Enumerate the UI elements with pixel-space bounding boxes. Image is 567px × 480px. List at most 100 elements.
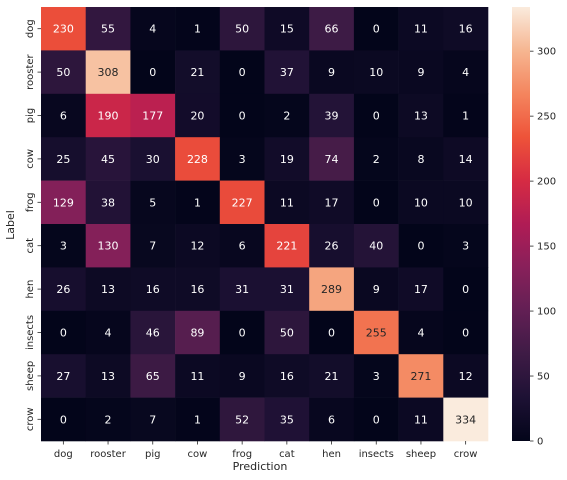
cell-value-r3-c1: 45 [101, 153, 115, 166]
heatmap-cell-r2-c4 [219, 93, 265, 138]
cell-value-r5-c4: 6 [239, 240, 246, 253]
cell-value-r7-c2: 46 [146, 327, 160, 340]
heatmap-cell-r6-c6 [309, 267, 355, 312]
cell-value-r7-c0: 0 [60, 327, 67, 340]
colorbar-tick-label-150: 150 [537, 242, 556, 253]
cell-value-r6-c5: 31 [280, 283, 294, 296]
cell-value-r7-c3: 89 [190, 327, 204, 340]
colorbar-tick-label-300: 300 [537, 47, 556, 58]
heatmap-cell-r8-c1 [85, 354, 131, 398]
cell-value-r5-c7: 40 [369, 240, 383, 253]
heatmap-cell-r4-c0 [41, 180, 86, 225]
heatmap-cell-r0-c3 [175, 7, 221, 51]
heatmap-cell-r5-c7 [353, 224, 399, 268]
y-tick-label-pig: pig [25, 108, 36, 123]
cell-value-r6-c6: 289 [321, 283, 342, 296]
cell-value-r1-c7: 10 [369, 66, 383, 79]
cell-value-r2-c3: 20 [190, 110, 204, 123]
heatmap-cell-r9-c5 [264, 397, 310, 442]
heatmap-cell-r1-c9 [443, 50, 489, 95]
heatmap-cell-r6-c2 [130, 267, 176, 312]
heatmap-cell-r7-c5 [264, 310, 310, 355]
cell-value-r5-c5: 221 [276, 240, 297, 253]
cell-value-r7-c5: 50 [280, 327, 294, 340]
cell-value-r8-c9: 12 [459, 370, 473, 383]
x-tick-label-sheep: sheep [406, 449, 436, 460]
heatmap-cell-r7-c9 [443, 310, 489, 355]
heatmap-cell-r1-c8 [398, 50, 444, 95]
cell-value-r2-c9: 1 [462, 110, 469, 123]
heatmap-cell-r0-c0 [41, 7, 86, 51]
heatmap-cell-r0-c8 [398, 7, 444, 51]
x-tick-label-crow: crow [454, 449, 478, 460]
cell-value-r8-c5: 16 [280, 370, 294, 383]
heatmap-cell-r0-c7 [353, 7, 399, 51]
y-tick-label-frog: frog [25, 192, 36, 212]
heatmap-cell-r9-c3 [175, 397, 221, 442]
colorbar-ticks: 0 50 100 150 200 250 300 [530, 47, 556, 448]
cell-value-r2-c6: 39 [325, 110, 339, 123]
cell-value-r4-c5: 11 [280, 196, 294, 209]
x-tick-label-hen: hen [322, 449, 341, 460]
heatmap-cell-r4-c5 [264, 180, 310, 225]
x-tick-label-cow: cow [188, 449, 208, 460]
x-tick-label-rooster: rooster [90, 449, 126, 460]
heatmap-cell-r2-c2 [130, 93, 176, 138]
cell-value-r3-c7: 2 [373, 153, 380, 166]
cell-value-r1-c3: 21 [190, 66, 204, 79]
heatmap-cell-r8-c5 [264, 354, 310, 398]
cell-value-r9-c1: 2 [105, 413, 112, 426]
cell-value-r0-c5: 15 [280, 23, 294, 36]
heatmap-cell-r9-c2 [130, 397, 176, 442]
heatmap-cell-r1-c3 [175, 50, 221, 95]
cell-value-r6-c0: 26 [56, 283, 70, 296]
cell-value-r2-c7: 0 [373, 110, 380, 123]
heatmap-cell-r1-c5 [264, 50, 310, 95]
cell-value-r5-c9: 3 [462, 240, 469, 253]
cell-value-r2-c0: 6 [60, 110, 67, 123]
heatmap-cell-r8-c2 [130, 354, 176, 398]
heatmap-cell-r7-c3 [175, 310, 221, 355]
heatmap-cell-r1-c2 [130, 50, 176, 95]
y-tick-label-hen: hen [25, 280, 36, 299]
heatmap-cell-r2-c9 [443, 93, 489, 138]
cell-value-r5-c3: 12 [190, 240, 204, 253]
cell-value-r9-c0: 0 [60, 413, 67, 426]
heatmap-cell-r3-c7 [353, 137, 399, 181]
heatmap-cell-r9-c6 [309, 397, 355, 442]
heatmap-cell-r6-c1 [85, 267, 131, 312]
heatmap-cell-r4-c6 [309, 180, 355, 225]
y-tick-label-dog: dog [25, 19, 36, 38]
cell-value-r9-c4: 52 [235, 413, 249, 426]
colorbar-tick-label-50: 50 [537, 372, 550, 383]
cell-value-r4-c0: 129 [53, 196, 74, 209]
heatmap-cell-r7-c7 [353, 310, 399, 355]
cell-value-r1-c4: 0 [239, 66, 246, 79]
cell-value-r1-c6: 9 [328, 66, 335, 79]
heatmap-cell-r3-c3 [175, 137, 221, 181]
heatmap-cell-r6-c8 [398, 267, 444, 312]
cell-value-r4-c4: 227 [232, 196, 253, 209]
cell-value-r4-c8: 10 [414, 196, 428, 209]
heatmap-cell-r3-c4 [219, 137, 265, 181]
cell-value-r5-c6: 26 [325, 240, 339, 253]
heatmap-cell-r8-c7 [353, 354, 399, 398]
heatmap-cell-r1-c6 [309, 50, 355, 95]
cell-value-r5-c8: 0 [417, 240, 424, 253]
heatmap-cell-r7-c0 [41, 310, 86, 355]
heatmap-cell-r9-c9 [443, 397, 489, 442]
heatmap-cell-r6-c4 [219, 267, 265, 312]
x-tick-label-insects: insects [359, 449, 394, 460]
cell-value-r4-c6: 17 [325, 196, 339, 209]
cell-value-r1-c1: 308 [98, 66, 119, 79]
cell-value-r8-c8: 271 [410, 370, 431, 383]
cell-value-r8-c2: 65 [146, 370, 160, 383]
cell-value-r8-c6: 21 [325, 370, 339, 383]
cell-value-r4-c9: 10 [459, 196, 473, 209]
colorbar-tick-label-100: 100 [537, 307, 556, 318]
heatmap-cell-r5-c5 [264, 224, 310, 268]
heatmap-cell-r7-c1 [85, 310, 131, 355]
y-tick-label-rooster: rooster [25, 53, 36, 89]
cell-value-r1-c8: 9 [417, 66, 424, 79]
